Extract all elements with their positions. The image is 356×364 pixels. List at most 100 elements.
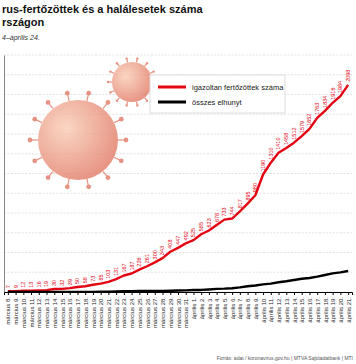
- data-label: 585: [198, 222, 204, 231]
- virus-spike-head: [125, 57, 127, 59]
- legend-swatch: [158, 101, 186, 104]
- x-tick: március 30.: [176, 292, 182, 328]
- data-label: 85: [98, 274, 104, 280]
- x-tick: április 20.: [338, 292, 344, 323]
- legend-swatch: [158, 86, 186, 89]
- virus-spike-head: [86, 91, 91, 96]
- virus-spike-head: [146, 62, 148, 64]
- data-label: 12: [20, 282, 26, 288]
- virus-spike-head: [119, 117, 124, 122]
- x-tick-mark: [163, 292, 164, 295]
- legend-box: [150, 75, 285, 113]
- grid-line: [4, 272, 352, 273]
- x-tick-label: április 1.: [191, 297, 197, 320]
- data-label: 50: [74, 278, 80, 284]
- x-tick: április 4.: [214, 292, 220, 319]
- legend-label: összes elhunyt: [192, 98, 243, 107]
- legend: igazoltan fertőzöttek száma összes elhuny…: [150, 75, 285, 113]
- x-axis: március 8.március 9.március 10.március 1…: [5, 292, 353, 328]
- virus-spike-head: [152, 70, 154, 72]
- x-tick-mark: [309, 292, 310, 295]
- x-tick: március 10.: [21, 292, 27, 328]
- x-tick-label: március 25.: [137, 297, 143, 328]
- x-tick: április 2.: [199, 292, 205, 319]
- x-tick-label: április 3.: [207, 297, 213, 320]
- x-tick-label: március 24.: [129, 297, 135, 328]
- grid: [4, 55, 352, 292]
- virus-spike-head: [28, 138, 33, 143]
- x-tick: március 23.: [121, 292, 127, 328]
- virus-body: [38, 100, 118, 180]
- data-label: 447: [175, 236, 181, 245]
- x-tick: április 14.: [292, 292, 298, 323]
- lines: [8, 85, 348, 292]
- x-tick: március 19.: [91, 292, 97, 328]
- data-label: 408: [167, 240, 173, 249]
- x-tick-mark: [186, 292, 187, 295]
- x-tick-mark: [16, 292, 17, 295]
- virus-spike-head: [46, 100, 51, 105]
- grid-line: [4, 252, 352, 253]
- x-tick: március 26.: [145, 292, 151, 328]
- x-tick-label: március 15.: [60, 297, 66, 328]
- x-tick-mark: [31, 292, 32, 295]
- x-tick-label: március 23.: [121, 297, 127, 328]
- x-tick-mark: [54, 292, 55, 295]
- data-label: 1834: [322, 96, 328, 108]
- title-line: rus-fertőzöttek és a halálesetek száma: [2, 3, 203, 15]
- data-label: 678: [214, 213, 220, 222]
- x-tick-label: április 11.: [268, 297, 274, 323]
- legend-label: igazoltan fertőzöttek száma: [192, 83, 284, 92]
- x-tick-mark: [93, 292, 94, 295]
- data-label: 7: [5, 285, 11, 288]
- x-tick-label: április 9.: [253, 297, 259, 320]
- x-tick: április 5.: [222, 292, 228, 319]
- x-tick: április 6.: [230, 292, 236, 319]
- x-tick-mark: [116, 292, 117, 295]
- x-tick-mark: [77, 292, 78, 295]
- x-tick-label: április 15.: [299, 297, 305, 323]
- x-tick-label: április 2.: [199, 297, 205, 320]
- x-tick-mark: [348, 292, 349, 295]
- x-axis-line: [5, 293, 353, 296]
- data-label: 58: [82, 277, 88, 283]
- data-label: 167: [121, 263, 127, 272]
- virus-body: [112, 62, 152, 102]
- data-label: 343: [159, 246, 165, 255]
- x-tick: április 13.: [284, 292, 290, 323]
- x-tick-label: április 16.: [307, 297, 313, 323]
- x-tick: április 15.: [299, 292, 305, 323]
- data-label: 1410: [275, 138, 281, 150]
- x-tick-mark: [302, 292, 303, 295]
- x-tick-mark: [62, 292, 63, 295]
- x-tick: március 18.: [83, 292, 89, 328]
- x-tick-label: április 13.: [284, 297, 290, 323]
- x-tick-label: április 20.: [338, 297, 344, 323]
- grid-line: [4, 55, 352, 56]
- virus-spike-head: [32, 158, 37, 163]
- series-line: [8, 85, 348, 291]
- x-tick-mark: [271, 292, 272, 295]
- x-tick: március 27.: [152, 292, 158, 328]
- x-tick-label: március 8.: [5, 297, 11, 325]
- data-label: 817: [237, 199, 243, 208]
- virus-spike-head: [124, 138, 129, 143]
- x-tick: április 21.: [346, 292, 352, 323]
- virus-spike-head: [65, 184, 70, 189]
- x-tick-mark: [279, 292, 280, 295]
- x-tick-mark: [108, 292, 109, 295]
- x-tick-mark: [132, 292, 133, 295]
- x-tick-label: április 10.: [261, 297, 267, 323]
- x-tick: március 28.: [160, 292, 166, 328]
- x-tick-label: április 19.: [330, 297, 336, 323]
- x-tick-label: április 6.: [230, 297, 236, 320]
- grid-line: [4, 213, 352, 214]
- x-tick-mark: [333, 292, 334, 295]
- data-label: 623: [206, 218, 212, 227]
- data-label: 131: [113, 267, 119, 276]
- virus-spike-head: [65, 91, 70, 96]
- virus-spike-head: [116, 100, 118, 102]
- x-tick: március 25.: [137, 292, 143, 328]
- virus-spike-head: [146, 100, 148, 102]
- virus-spike-head: [106, 175, 111, 180]
